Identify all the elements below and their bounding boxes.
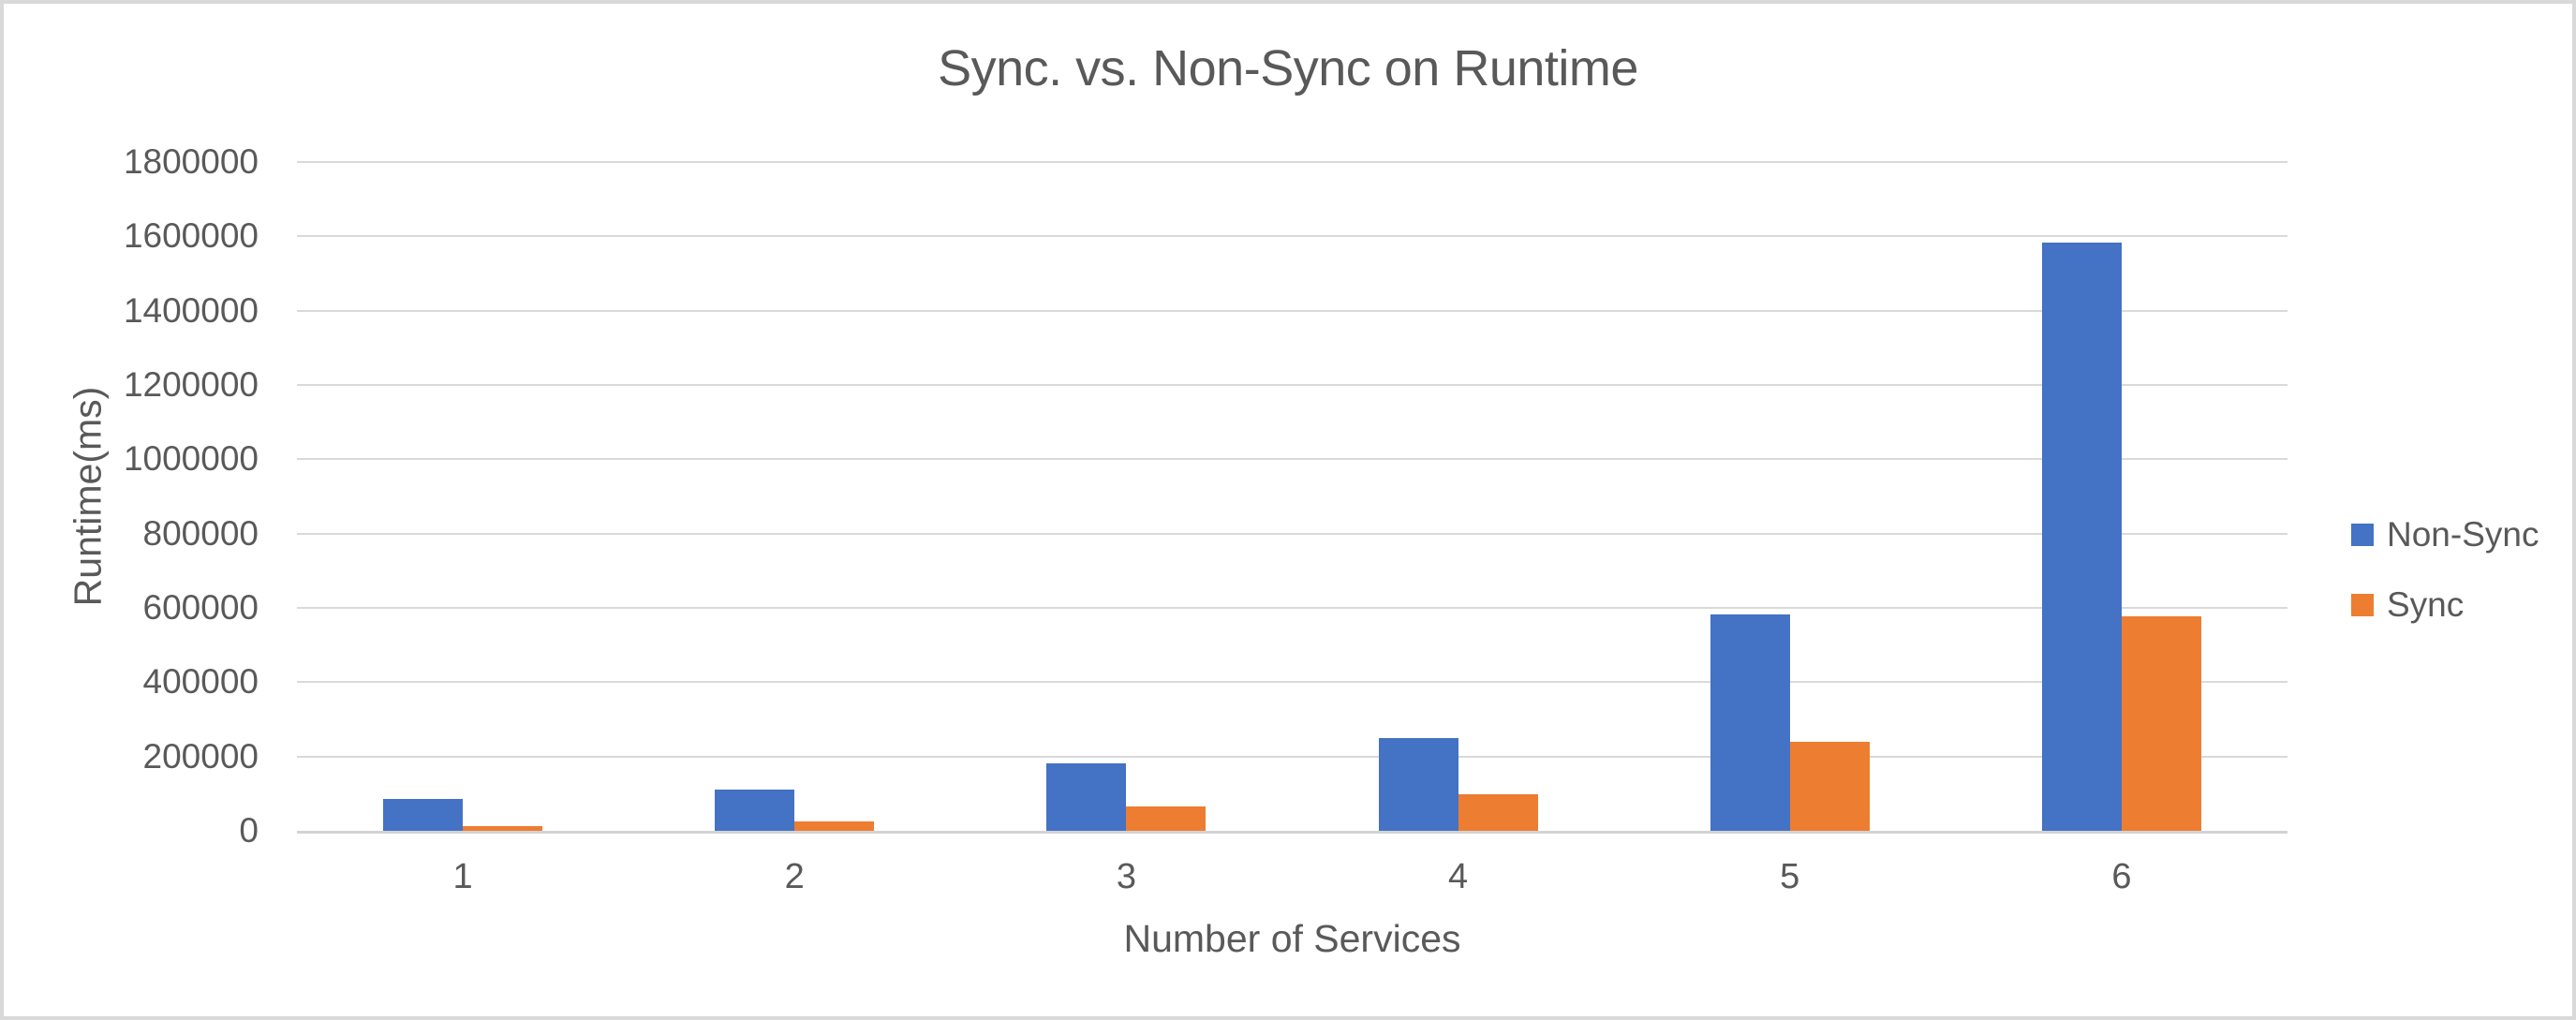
bar-sync-5 (1789, 742, 1870, 831)
plot-area (297, 161, 2287, 834)
legend-item-sync: Sync (2351, 584, 2539, 627)
y-tick-label: 600000 (142, 588, 259, 627)
x-tick-label: 5 (1780, 857, 1800, 896)
bar-nonsync-4 (1378, 737, 1458, 831)
bar-nonsync-2 (715, 789, 795, 831)
bar-sync-2 (794, 820, 875, 831)
y-tick-label: 200000 (142, 736, 259, 776)
gridline (297, 681, 2287, 684)
legend-swatch-icon (2351, 524, 2374, 546)
x-axis-title: Number of Services (1123, 917, 1461, 960)
y-tick-label: 0 (239, 811, 259, 850)
x-tick-label: 3 (1116, 857, 1136, 896)
legend-swatch-icon (2351, 594, 2374, 616)
bar-nonsync-6 (2041, 243, 2122, 831)
y-tick-label: 1000000 (123, 439, 259, 479)
gridline (297, 161, 2287, 163)
gridline (297, 309, 2287, 312)
bar-sync-4 (1458, 794, 1538, 831)
y-tick-label: 1200000 (123, 365, 259, 404)
bar-sync-6 (2121, 615, 2201, 831)
x-tick-label: 6 (2111, 857, 2132, 896)
bar-nonsync-1 (383, 799, 464, 831)
legend-label: Sync (2387, 585, 2465, 624)
y-tick-label: 800000 (142, 513, 259, 553)
legend-item-nonsync: Non-Sync (2351, 513, 2539, 556)
x-tick-label: 1 (452, 857, 473, 896)
legend: Non-Sync Sync (2351, 513, 2539, 654)
gridline (297, 458, 2287, 461)
x-tick-label: 2 (784, 857, 805, 896)
legend-label: Non-Sync (2387, 515, 2539, 554)
bar-nonsync-5 (1710, 613, 1790, 831)
gridline (297, 607, 2287, 609)
y-axis-title: Runtime(ms) (66, 386, 110, 607)
y-tick-label: 1600000 (123, 216, 259, 256)
bar-nonsync-3 (1046, 763, 1127, 831)
y-tick-label: 1400000 (123, 290, 259, 330)
bar-sync-3 (1126, 806, 1207, 831)
gridline (297, 755, 2287, 758)
chart-title: Sync. vs. Non-Sync on Runtime (938, 40, 1638, 96)
gridline (297, 384, 2287, 386)
y-tick-label: 1800000 (123, 142, 259, 181)
x-tick-label: 4 (1448, 857, 1469, 896)
y-tick-label: 400000 (142, 662, 259, 702)
gridline (297, 532, 2287, 535)
gridline (297, 235, 2287, 238)
bar-sync-1 (463, 826, 543, 831)
